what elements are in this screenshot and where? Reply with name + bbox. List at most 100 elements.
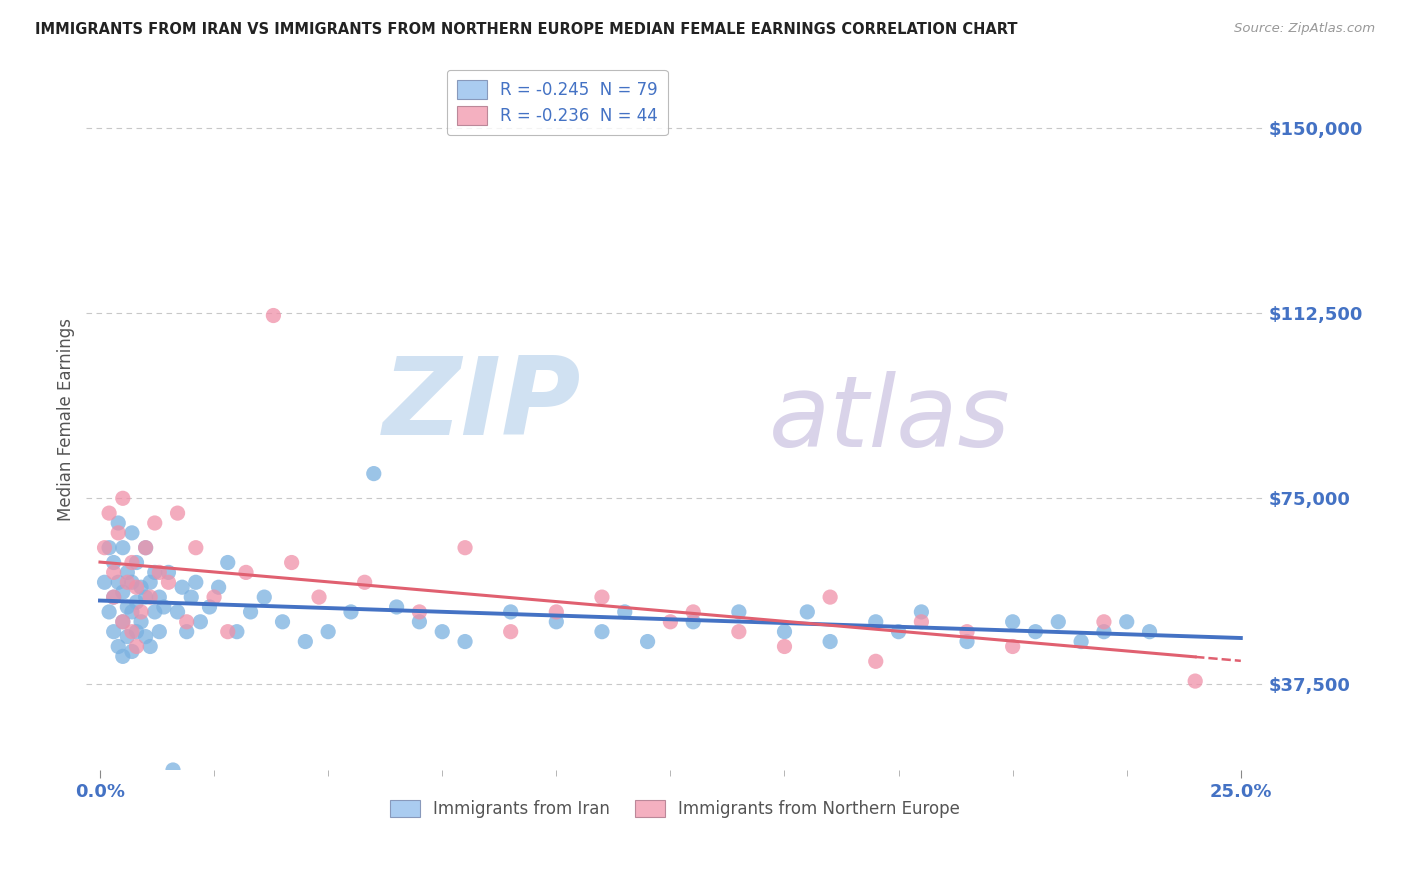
Point	[125, 595, 148, 609]
Point	[818, 590, 841, 604]
Point	[117, 599, 139, 614]
Point	[887, 624, 910, 639]
Point	[107, 516, 129, 530]
Point	[1024, 624, 1046, 639]
Point	[111, 541, 134, 555]
Point	[125, 640, 148, 654]
Point	[235, 566, 257, 580]
Point	[1092, 615, 1115, 629]
Point	[103, 624, 125, 639]
Point	[121, 556, 143, 570]
Point	[98, 541, 121, 555]
Point	[408, 605, 430, 619]
Point	[135, 590, 157, 604]
Point	[139, 640, 162, 654]
Point	[143, 605, 166, 619]
Point	[135, 541, 157, 555]
Point	[190, 615, 212, 629]
Point	[432, 624, 454, 639]
Point	[385, 599, 408, 614]
Point	[316, 624, 339, 639]
Point	[157, 566, 180, 580]
Point	[280, 556, 302, 570]
Point	[157, 575, 180, 590]
Y-axis label: Median Female Earnings: Median Female Earnings	[58, 318, 75, 521]
Point	[217, 624, 239, 639]
Point	[107, 525, 129, 540]
Point	[454, 541, 477, 555]
Point	[125, 624, 148, 639]
Point	[148, 590, 170, 604]
Point	[129, 580, 152, 594]
Point	[682, 605, 704, 619]
Point	[340, 605, 363, 619]
Point	[129, 615, 152, 629]
Text: atlas: atlas	[769, 371, 1011, 467]
Point	[796, 605, 818, 619]
Point	[454, 634, 477, 648]
Point	[910, 615, 932, 629]
Point	[103, 590, 125, 604]
Point	[408, 615, 430, 629]
Point	[135, 541, 157, 555]
Point	[103, 566, 125, 580]
Point	[591, 624, 613, 639]
Point	[111, 491, 134, 506]
Point	[1139, 624, 1161, 639]
Point	[103, 556, 125, 570]
Point	[546, 615, 568, 629]
Point	[1115, 615, 1137, 629]
Point	[956, 624, 979, 639]
Point	[773, 624, 796, 639]
Point	[499, 605, 522, 619]
Point	[773, 640, 796, 654]
Point	[121, 605, 143, 619]
Point	[111, 649, 134, 664]
Point	[1184, 674, 1206, 689]
Point	[125, 580, 148, 594]
Point	[121, 644, 143, 658]
Point	[117, 575, 139, 590]
Point	[1001, 640, 1024, 654]
Point	[818, 634, 841, 648]
Point	[143, 566, 166, 580]
Point	[1001, 615, 1024, 629]
Point	[129, 605, 152, 619]
Point	[148, 566, 170, 580]
Point	[659, 615, 682, 629]
Point	[1092, 624, 1115, 639]
Point	[207, 580, 229, 594]
Point	[166, 506, 188, 520]
Point	[728, 624, 751, 639]
Point	[103, 590, 125, 604]
Point	[865, 654, 887, 668]
Point	[121, 575, 143, 590]
Point	[93, 541, 115, 555]
Point	[93, 575, 115, 590]
Point	[202, 590, 225, 604]
Legend: Immigrants from Iran, Immigrants from Northern Europe: Immigrants from Iran, Immigrants from No…	[382, 793, 967, 825]
Point	[294, 634, 316, 648]
Point	[184, 541, 207, 555]
Point	[143, 516, 166, 530]
Point	[98, 605, 121, 619]
Point	[198, 599, 221, 614]
Point	[1047, 615, 1070, 629]
Point	[125, 556, 148, 570]
Point	[613, 605, 636, 619]
Point	[865, 615, 887, 629]
Text: ZIP: ZIP	[382, 352, 581, 458]
Point	[637, 634, 659, 648]
Point	[111, 615, 134, 629]
Point	[176, 615, 198, 629]
Point	[121, 624, 143, 639]
Point	[107, 575, 129, 590]
Point	[117, 566, 139, 580]
Point	[308, 590, 330, 604]
Point	[166, 605, 188, 619]
Point	[253, 590, 276, 604]
Point	[910, 605, 932, 619]
Point	[363, 467, 385, 481]
Point	[956, 634, 979, 648]
Point	[111, 585, 134, 599]
